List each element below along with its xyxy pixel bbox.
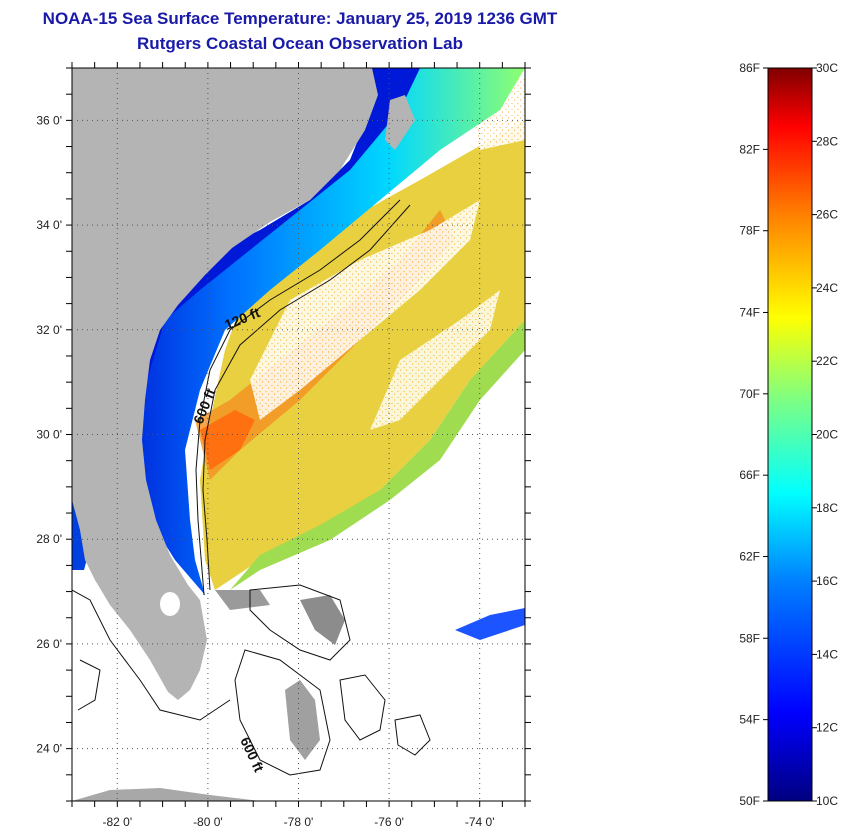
colorbar-c-label: 14C — [816, 647, 838, 661]
lon-tick-label: -78 0' — [284, 815, 314, 829]
contour-bahamas-1 — [249, 584, 351, 661]
bahamas-bank-abaco — [300, 595, 345, 645]
colorbar-c-label: 30C — [816, 61, 838, 75]
colorbar-c-label: 26C — [816, 208, 838, 222]
lon-tick-label: -82 0' — [102, 815, 132, 829]
map-gridlines — [72, 68, 525, 801]
colorbar-c-label: 22C — [816, 354, 838, 368]
colorbar-f-label: 74F — [739, 305, 760, 319]
lat-tick-label: 26 0' — [36, 637, 62, 651]
contour-florida-shelf — [72, 589, 231, 721]
colorbar-c-label: 24C — [816, 281, 838, 295]
chart-title: NOAA-15 Sea Surface Temperature: January… — [42, 9, 558, 28]
bathymetry-contours — [72, 199, 431, 776]
lat-tick-label: 34 0' — [36, 218, 62, 232]
lon-tick-label: -74 0' — [465, 815, 495, 829]
lat-tick-label: 30 0' — [36, 428, 62, 442]
colorbar-f-label: 58F — [739, 631, 760, 645]
sst-patch-east — [455, 608, 525, 640]
colorbar-c-label: 18C — [816, 501, 838, 515]
cloud-cover — [250, 200, 480, 420]
map-axes: 36 0' 34 0' 32 0' 30 0' 28 0' 26 0' 24 0' -82 0… — [36, 62, 531, 829]
colorbar-f-label: 62F — [739, 550, 760, 564]
contour-600ft — [202, 204, 411, 591]
lat-tick-label: 32 0' — [36, 323, 62, 337]
colorbar-f-label: 66F — [739, 468, 760, 482]
colorbar-f-label: 70F — [739, 387, 760, 401]
colorbar-c-label: 16C — [816, 574, 838, 588]
colorbar-f-label: 78F — [739, 224, 760, 238]
lon-tick-label: -76 0' — [374, 815, 404, 829]
lat-tick-label: 36 0' — [36, 113, 62, 127]
lat-tick-label: 28 0' — [36, 532, 62, 546]
colorbar-c-label: 12C — [816, 721, 838, 735]
colorbar-f-label: 82F — [739, 142, 760, 156]
contour-bahamas-4 — [394, 714, 431, 756]
cloud-cover-east — [370, 290, 500, 430]
land-outer-banks — [385, 95, 415, 150]
contour-bahamas-2 — [234, 649, 331, 776]
contour-120ft — [195, 199, 401, 596]
colorbar — [767, 67, 813, 802]
colorbar-f-label: 54F — [739, 713, 760, 727]
colorbar-f-label: 86F — [739, 61, 760, 75]
bahamas-bank-grand — [215, 590, 270, 610]
lake-okeechobee — [160, 592, 180, 616]
land-cuba — [72, 788, 260, 801]
sst-gulfstream-core — [200, 410, 255, 470]
land-us-mainland — [72, 68, 378, 700]
bahamas-bank-andros — [285, 680, 320, 760]
sst-green-band — [230, 320, 525, 590]
colorbar-labels: 86F 82F 78F 74F 70F 66F 62F 58F 54F 50F 30C 28C 26C 2… — [739, 61, 838, 808]
lon-tick-label: -80 0' — [193, 815, 223, 829]
colorbar-c-label: 20C — [816, 428, 838, 442]
colorbar-c-label: 28C — [816, 134, 838, 148]
sst-shelf-water — [72, 68, 525, 595]
contour-bahamas-3 — [339, 674, 386, 741]
colorbar-c-label: 10C — [816, 794, 838, 808]
chart-subtitle: Rutgers Coastal Ocean Observation Lab — [137, 34, 463, 53]
colorbar-f-label: 50F — [739, 794, 760, 808]
lat-tick-label: 24 0' — [36, 742, 62, 756]
contour-keys — [77, 659, 101, 711]
